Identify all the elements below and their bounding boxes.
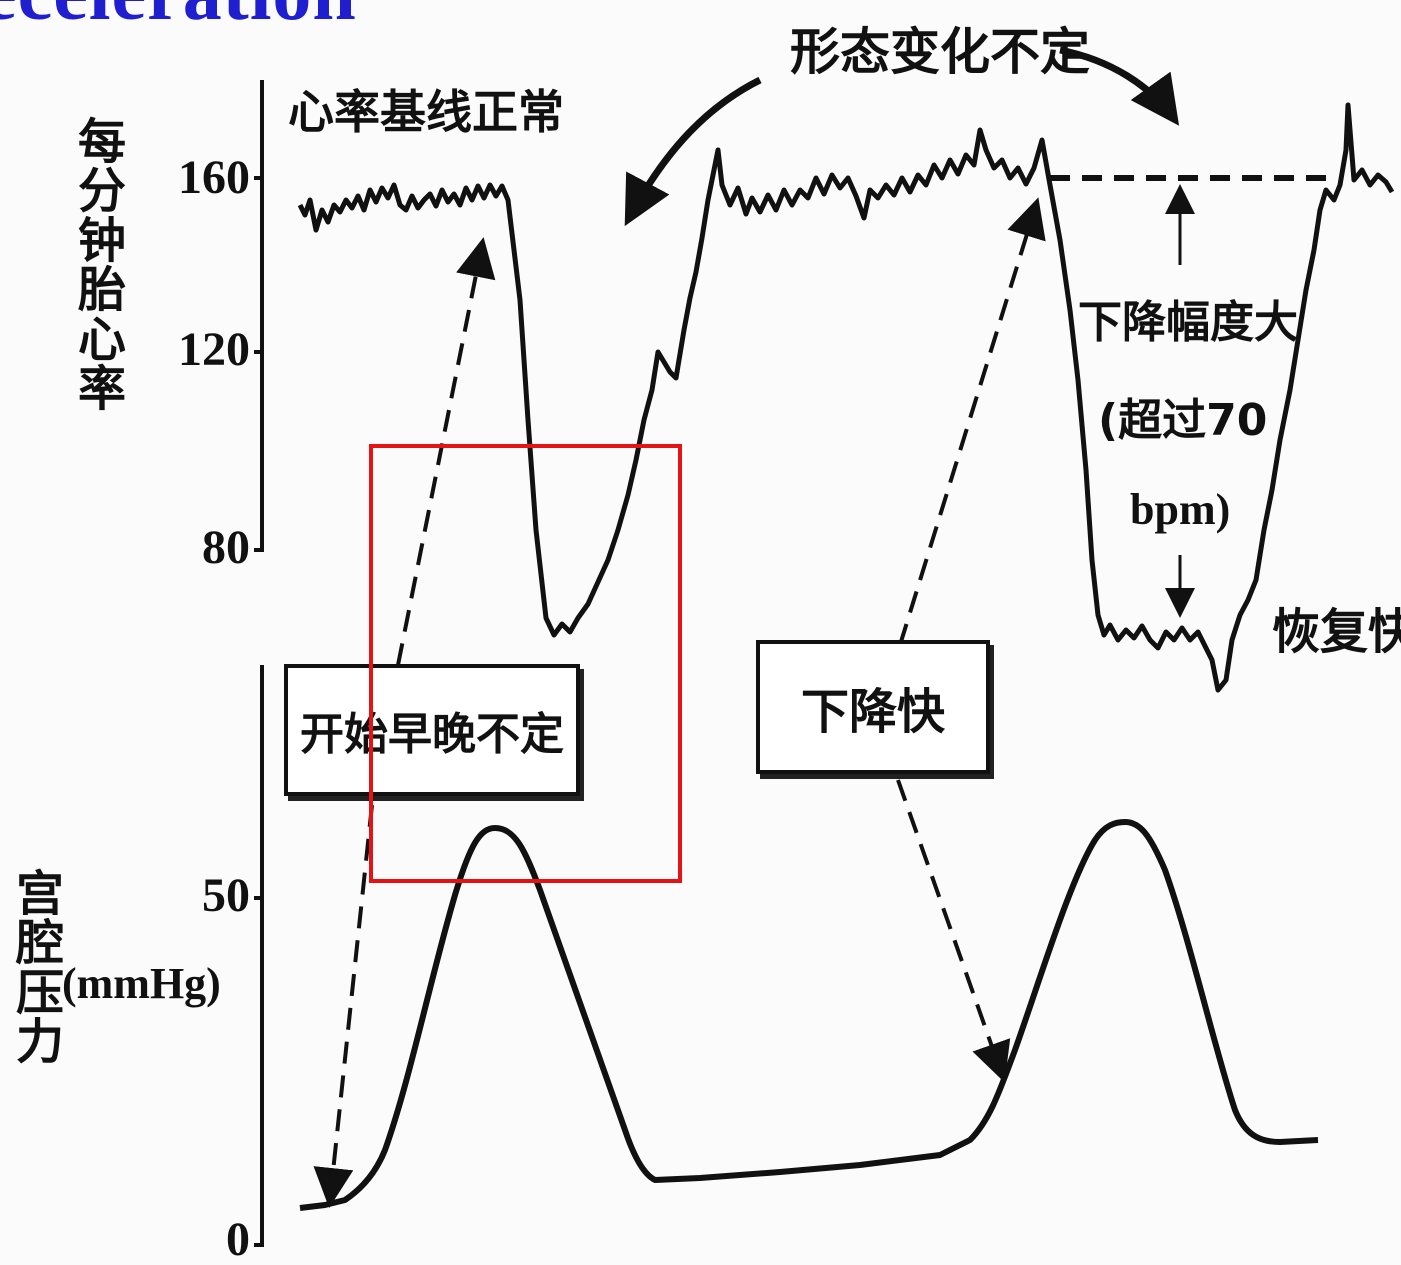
dashed-arrow-onset-up [396,237,496,666]
dashed-arrow-onset-down [313,804,374,1208]
bpm-label: bpm) [1130,485,1231,534]
fhr-trace [297,102,1395,693]
fhr-axis [254,80,264,552]
onset-variable-box: 开始早晚不定 [284,664,580,796]
drop-fast-text: 下降快 [800,684,945,740]
baseline-normal-label: 心率基线正常 [288,85,564,139]
fhr-tick-80: 80 [202,521,250,574]
drop-large-label: 下降幅度大 [1078,297,1298,348]
curved-arrow-right [1059,46,1180,126]
pressure-unit-label: (mmHg) [62,959,221,1008]
fhr-axis-label: 每分钟胎心率 [77,114,126,418]
dashed-arrow-fast-down [896,779,1011,1083]
pressure-tick-0: 0 [226,1213,250,1265]
dashed-arrow-fast-up [898,197,1046,646]
pressure-axis-label: 宫腔压力 [15,866,64,1071]
drop-fast-box: 下降快 [756,640,990,774]
recover-fast-label: 恢复快 [1272,604,1401,660]
fhr-tick-120: 120 [178,323,250,376]
fhr-tick-160: 160 [178,151,250,204]
highlight-rectangle [369,444,682,883]
pressure-trace [299,819,1319,1211]
shape-variable-label: 形态变化不定 [790,23,1090,81]
drop-large-detail-label: (超过70 [1098,395,1268,446]
curved-arrow-left [624,76,762,227]
pressure-axis [254,665,264,1247]
pressure-tick-50: 50 [202,869,250,922]
slide-title: eceleration [0,0,357,38]
onset-variable-text: 开始早晚不定 [300,709,564,760]
